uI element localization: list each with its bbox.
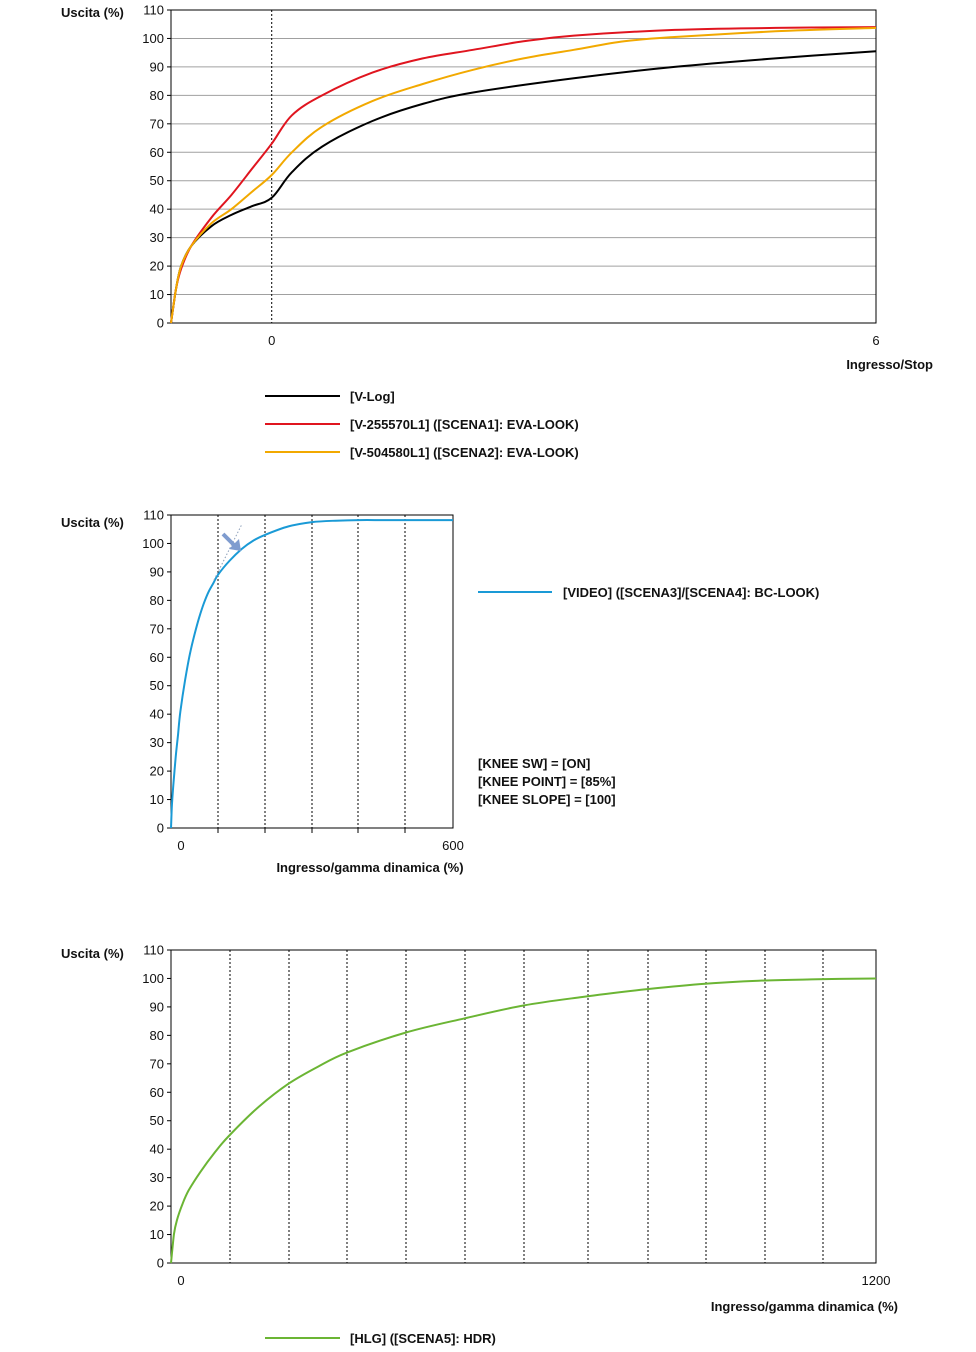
chart2-knee-setting-label: [KNEE POINT] = [85%] <box>478 774 616 789</box>
chart2-ytick-label: 100 <box>142 536 164 551</box>
chart1-ytick-label: 60 <box>150 145 164 160</box>
chart3-legend-label: [HLG] ([SCENA5]: HDR) <box>350 1331 496 1346</box>
chart1-ytick-label: 10 <box>150 287 164 302</box>
chart2-ytick-label: 80 <box>150 593 164 608</box>
chart1-series-line <box>170 50 877 324</box>
chart2-knee-arrow-shaft <box>221 532 236 547</box>
chart2-x-axis-label: Ingresso/gamma dinamica (%) <box>276 860 463 875</box>
chart1-xtick-label: 6 <box>872 333 879 348</box>
chart3-ytick-label: 70 <box>150 1056 164 1071</box>
chart2-ytick-label: 70 <box>150 621 164 636</box>
chart1-x-axis-label: Ingresso/Stop <box>846 357 933 372</box>
chart3-ytick-label: 50 <box>150 1113 164 1128</box>
chart3-x-axis-label: Ingresso/gamma dinamica (%) <box>711 1299 898 1314</box>
chart3-y-axis-label: Uscita (%) <box>61 946 124 961</box>
chart1-ytick-label: 40 <box>150 202 164 217</box>
chart2-legend-label: [VIDEO] ([SCENA3]/[SCENA4]: BC-LOOK) <box>563 585 819 600</box>
chart3-ytick-label: 0 <box>157 1256 164 1271</box>
chart1-legend-label: [V-Log] <box>350 389 395 404</box>
chart2-xtick-label: 600 <box>442 838 464 853</box>
chart1-ytick-label: 90 <box>150 59 164 74</box>
chart3-series-line <box>170 977 877 1264</box>
chart1-ytick-label: 70 <box>150 116 164 131</box>
chart3-ytick-label: 10 <box>150 1227 164 1242</box>
chart2-knee-arrow-head <box>229 539 241 551</box>
chart2-ytick-label: 110 <box>143 508 164 523</box>
chart2-ytick-label: 20 <box>150 764 164 779</box>
chart2-knee-setting-label: [KNEE SLOPE] = [100] <box>478 792 616 807</box>
chart3-ytick-label: 40 <box>150 1142 164 1157</box>
chart2-y-axis-label: Uscita (%) <box>61 515 124 530</box>
chart2-ytick-label: 60 <box>150 650 164 665</box>
chart2-plot-frame <box>170 514 454 829</box>
chart3-xtick-label: 1200 <box>862 1273 891 1288</box>
chart2-ytick-label: 90 <box>150 564 164 579</box>
chart1-legend-label: [V-255570L1] ([SCENA1]: EVA-LOOK) <box>350 417 579 432</box>
chart3-ytick-label: 80 <box>150 1028 164 1043</box>
chart1-ytick-label: 80 <box>150 88 164 103</box>
chart1-series-line <box>170 26 877 324</box>
chart2-series-line <box>170 519 453 829</box>
chart1-ytick-label: 20 <box>150 259 164 274</box>
chart2-ytick-label: 50 <box>150 678 164 693</box>
chart3-ytick-label: 30 <box>150 1170 164 1185</box>
chart3-ytick-label: 60 <box>150 1085 164 1100</box>
chart1-ytick-label: 50 <box>150 173 164 188</box>
chart1-plot-frame <box>170 9 877 324</box>
chart2-ytick-label: 0 <box>157 821 164 836</box>
chart2-ytick-label: 10 <box>150 792 164 807</box>
chart3-ytick-label: 100 <box>142 971 164 986</box>
chart1-y-axis-label: Uscita (%) <box>61 5 124 20</box>
chart1-ytick-label: 110 <box>143 3 164 18</box>
chart3-ytick-label: 90 <box>150 999 164 1014</box>
chart1-series-line <box>170 26 877 324</box>
chart2-knee-setting-label: [KNEE SW] = [ON] <box>478 756 590 771</box>
chart2-xtick-label: 0 <box>177 838 184 853</box>
chart2-ytick-label: 40 <box>150 707 164 722</box>
chart1-legend-label: [V-504580L1] ([SCENA2]: EVA-LOOK) <box>350 445 579 460</box>
chart2-ytick-label: 30 <box>150 735 164 750</box>
chart1-ytick-label: 100 <box>142 31 164 46</box>
chart1-xtick-label: 0 <box>268 333 275 348</box>
chart3-ytick-label: 20 <box>150 1199 164 1214</box>
chart1-ytick-label: 30 <box>150 230 164 245</box>
chart3-ytick-label: 110 <box>143 943 164 958</box>
chart1-ytick-label: 0 <box>157 316 164 331</box>
chart3-plot-frame <box>170 949 877 1264</box>
chart3-xtick-label: 0 <box>177 1273 184 1288</box>
